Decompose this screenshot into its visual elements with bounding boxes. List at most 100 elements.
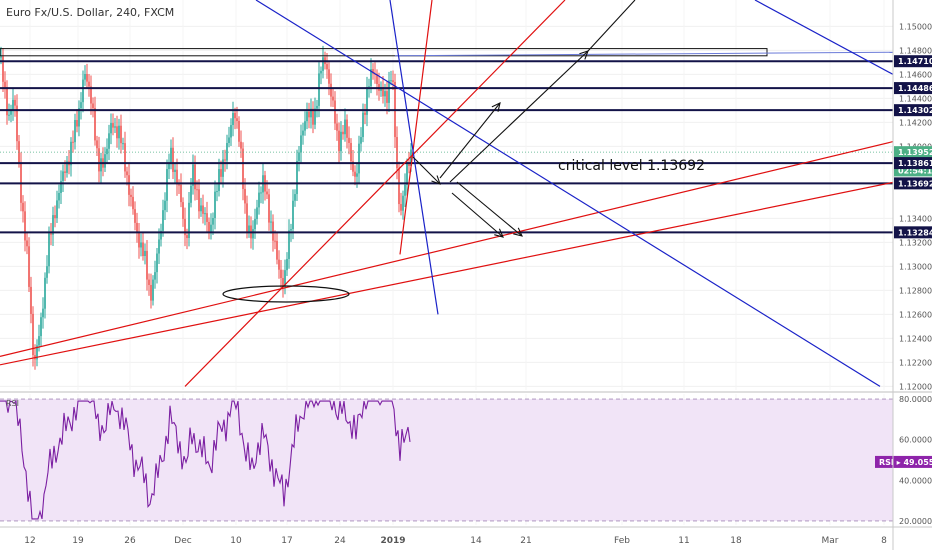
candle-body [338, 130, 340, 152]
chart-title: Euro Fx/U.S. Dollar, 240, FXCM [6, 6, 174, 19]
price-tag [894, 157, 932, 170]
time-tick-label: Dec [174, 536, 191, 546]
candle-body [86, 74, 88, 82]
candle-body [224, 159, 226, 161]
candle-body [134, 209, 136, 223]
price-tick-label: 1.12800 [899, 286, 932, 295]
price-tick-label: 1.13200 [899, 238, 932, 247]
price-tag-label: 1.14710 [898, 57, 932, 66]
candle-body [54, 215, 56, 219]
candle-body [330, 83, 332, 97]
red-trendline-upper [0, 141, 894, 357]
candle-body [344, 119, 346, 135]
arrow-down-to-critical [412, 156, 441, 185]
candle-body [100, 158, 102, 172]
candle-body [78, 108, 80, 127]
rsi-label: RSI [6, 399, 19, 408]
price-tag-label: 1.13952 [898, 148, 932, 157]
time-axis[interactable]: 12 19 26 Dec 10 17 24 2019 14 21 Feb 11 18 Mar 8 [24, 536, 887, 546]
candle-body [124, 143, 126, 172]
candle-body [46, 266, 48, 278]
candle-body [126, 171, 128, 176]
candle-body [98, 148, 100, 172]
time-tick-label: 14 [470, 536, 482, 546]
candle-body [242, 148, 244, 189]
candle-body [168, 163, 170, 170]
candle-body [278, 259, 280, 270]
price-tick-label: 1.14800 [899, 46, 932, 55]
candle-body [204, 213, 206, 215]
candle-body [48, 233, 50, 267]
candle-body [174, 169, 176, 173]
candle-body [280, 269, 282, 279]
time-tick-label: 8 [881, 536, 887, 546]
rsi-value-tag [875, 455, 932, 468]
candle-body [342, 131, 344, 135]
red-trendline-steep [184, 0, 566, 387]
candle-body [208, 221, 210, 233]
candle-body [198, 189, 200, 212]
candle-body [240, 141, 242, 149]
price-tick-label: 1.12600 [899, 310, 932, 319]
rsi-value-label: RSI ▸ 49.0555 [879, 458, 932, 467]
candle-body [26, 240, 28, 247]
arrow-down-long [456, 181, 523, 237]
red-trendline-vertical [399, 0, 433, 255]
candle-body [156, 253, 158, 273]
arrow-down-long-head [513, 227, 523, 237]
candle-body [32, 313, 34, 356]
candle-body [398, 168, 400, 205]
candle-body [370, 69, 372, 87]
rsi-pane[interactable]: 80.0000 60.0000 40.0000 20.0000 RSI ▸ 49.055… [0, 395, 932, 526]
rsi-tick-label: 80.0000 [899, 395, 932, 404]
candle-body [384, 91, 386, 97]
red-trendline-lower [0, 181, 894, 366]
support-ellipse [222, 285, 350, 303]
candle-body [332, 96, 334, 101]
candle-body [76, 120, 78, 127]
candle-body [62, 171, 64, 181]
candle-body [282, 278, 284, 288]
candle-body [192, 164, 194, 186]
candle-body [352, 161, 354, 172]
candle-body [290, 229, 292, 231]
candle-body [360, 137, 362, 144]
candle-body [52, 215, 54, 235]
candle-body [368, 86, 370, 88]
time-tick-label: 17 [281, 536, 292, 546]
candle-body [110, 123, 112, 134]
candle-body [66, 161, 68, 173]
candle-body [60, 180, 62, 193]
candle-body [14, 99, 16, 106]
candle-body [8, 114, 10, 116]
arrow-up-long [449, 50, 589, 183]
rsi-tick-label: 40.0000 [899, 476, 932, 485]
candle-body [120, 125, 122, 144]
price-tag [894, 82, 932, 95]
candle-body [74, 120, 76, 143]
candle-body [184, 218, 186, 236]
drawing-tools [0, 0, 894, 387]
candle-body [340, 131, 342, 152]
time-tick-label: Feb [614, 536, 630, 546]
candle-body [50, 233, 52, 235]
candle-body [186, 235, 188, 239]
candle-body [268, 194, 270, 223]
candle-body [166, 169, 168, 201]
candle-body [260, 192, 262, 194]
candle-body [356, 173, 358, 177]
price-axis[interactable]: 1.150001.148001.146001.144001.142001.140… [894, 22, 932, 391]
candle-body [140, 242, 142, 248]
candle-body [228, 137, 230, 143]
candle-body [132, 196, 134, 210]
candle-body [366, 87, 368, 115]
candle-body [312, 108, 314, 125]
candle-body [272, 221, 274, 241]
candle-body [36, 345, 38, 360]
candle-body [314, 108, 316, 125]
candle-body [336, 123, 338, 131]
price-tag [894, 104, 932, 117]
time-tick-label: 21 [520, 536, 531, 546]
candle-body [44, 277, 46, 309]
